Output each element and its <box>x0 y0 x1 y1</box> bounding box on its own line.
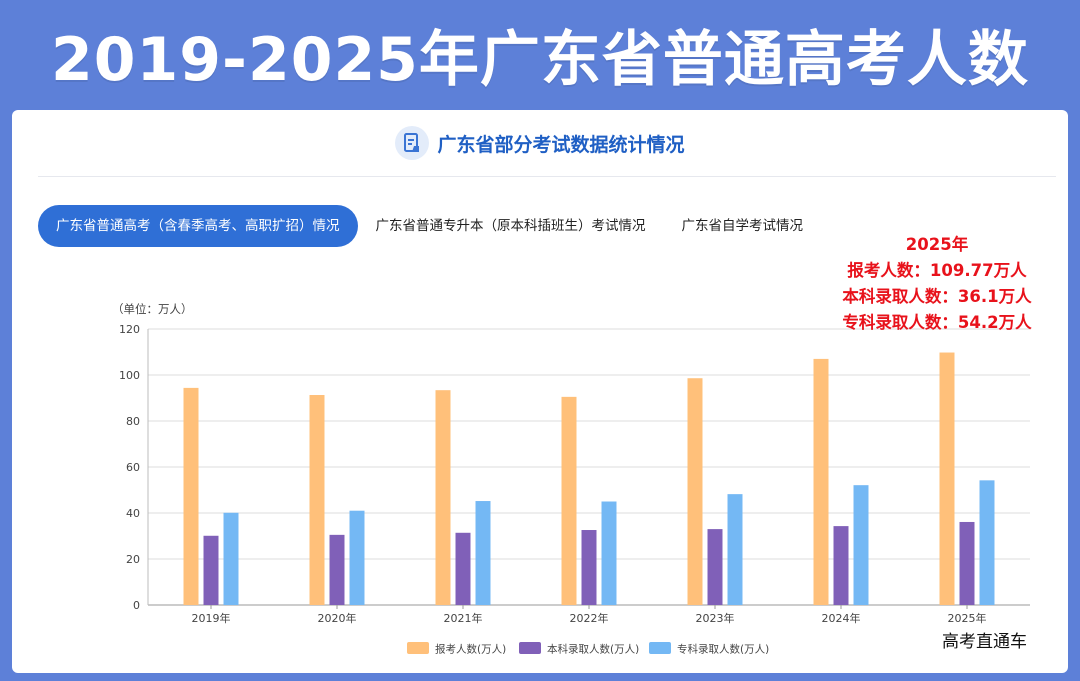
legend-label: 报考人数(万人) <box>435 643 506 656</box>
bar-2 <box>203 535 219 605</box>
watermark: 高考直通车 <box>942 632 1027 652</box>
y-tick-label: 0 <box>133 599 140 612</box>
bar-2 <box>329 534 345 605</box>
legend-swatch <box>649 642 671 654</box>
x-tick-label: 2022年 <box>570 611 609 625</box>
tab-zhuanshengben[interactable]: 广东省普通专升本（原本科插班生）考试情况 <box>375 218 646 234</box>
y-tick-label: 20 <box>126 553 140 566</box>
bar-1 <box>183 387 199 605</box>
bar-3 <box>349 510 365 605</box>
y-tick-label: 60 <box>126 461 140 474</box>
bar-3 <box>853 485 869 605</box>
divider <box>38 176 1056 177</box>
annotation-2025: 2025年 报考人数：109.77万人 本科录取人数：36.1万人 专科录取人数… <box>817 232 1057 336</box>
bar-1 <box>687 378 703 605</box>
card-title: 广东省部分考试数据统计情况 <box>437 133 685 156</box>
annotation-year: 2025年 <box>905 235 969 254</box>
x-tick-label: 2019年 <box>192 611 231 625</box>
bar-1 <box>939 352 955 605</box>
x-tick-label: 2020年 <box>318 611 357 625</box>
y-tick-label: 40 <box>126 507 140 520</box>
x-tick-label: 2024年 <box>822 611 861 625</box>
banner: 2019-2025年广东省普通高考人数 <box>0 0 1080 108</box>
chart-area: （单位：万人） 0 20 40 60 80 100 120 2019年 2020年 2021年 202… <box>12 110 1068 673</box>
bar-3 <box>601 501 617 605</box>
tab-bar: 广东省普通高考（含春季高考、高职扩招）情况 广东省普通专升本（原本科插班生）考试… <box>38 205 821 247</box>
document-icon <box>395 126 430 160</box>
bar-2 <box>833 526 849 605</box>
stats-card: 广东省部分考试数据统计情况 广东省普通高考（含春季高考、高职扩招）情况 广东省普… <box>12 110 1068 673</box>
bar-1 <box>309 395 325 605</box>
annotation-applicants: 报考人数：109.77万人 <box>847 261 1027 280</box>
tab-self-study-exam[interactable]: 广东省自学考试情况 <box>681 218 804 234</box>
y-tick-label: 120 <box>119 323 140 336</box>
bar-2 <box>455 532 471 605</box>
bar-3 <box>727 494 743 605</box>
banner-title: 2019-2025年广东省普通高考人数 <box>51 24 1029 95</box>
legend-label: 专科录取人数(万人) <box>677 643 769 656</box>
bar-chart: （单位：万人） 0 20 40 60 80 100 120 2019年 2020年 2021年 202… <box>112 302 1030 656</box>
bar-3 <box>223 512 239 605</box>
x-tick-label: 2021年 <box>444 611 483 625</box>
y-tick-label: 100 <box>119 369 140 382</box>
bar-2 <box>959 521 975 605</box>
bar-3 <box>979 480 995 605</box>
bar-1 <box>813 358 829 605</box>
y-tick-label: 80 <box>126 415 140 428</box>
annotation-junior-college: 专科录取人数：54.2万人 <box>842 313 1032 332</box>
card-header: 广东省部分考试数据统计情况 <box>12 110 1068 176</box>
x-tick-label: 2025年 <box>948 611 987 625</box>
y-unit-label: （单位：万人） <box>112 302 193 316</box>
bar-1 <box>561 396 577 605</box>
legend-swatch <box>519 642 541 654</box>
legend-swatch <box>407 642 429 654</box>
legend-label: 本科录取人数(万人) <box>547 643 639 656</box>
bar-1 <box>435 390 451 605</box>
x-tick-label: 2023年 <box>696 611 735 625</box>
bar-2 <box>581 530 597 605</box>
annotation-undergrad: 本科录取人数：36.1万人 <box>842 287 1032 306</box>
tab-gaokao[interactable]: 广东省普通高考（含春季高考、高职扩招）情况 <box>38 205 358 247</box>
bar-3 <box>475 501 491 605</box>
bar-2 <box>707 529 723 605</box>
